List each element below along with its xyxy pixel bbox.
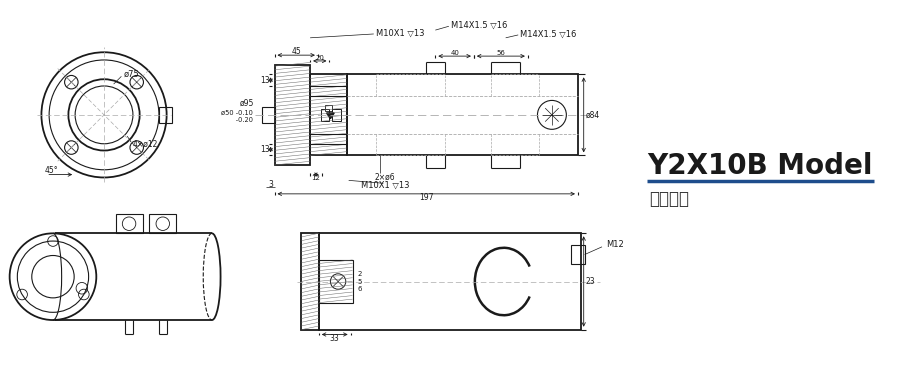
Text: M10X1 ▽13: M10X1 ▽13: [361, 180, 409, 190]
Text: ø75: ø75: [123, 70, 139, 79]
Text: 3: 3: [268, 180, 273, 189]
Bar: [319, 233, 581, 330]
Text: 45°: 45°: [44, 166, 58, 175]
Bar: [116, 214, 142, 233]
Text: 法兰连接: 法兰连接: [649, 190, 689, 207]
Text: 2×ø6: 2×ø6: [375, 173, 396, 182]
Bar: [310, 74, 347, 155]
Text: ø50 -0.10: ø50 -0.10: [221, 110, 253, 116]
Text: 13: 13: [260, 76, 270, 85]
Polygon shape: [327, 113, 334, 119]
Text: 56: 56: [497, 50, 505, 56]
Bar: [262, 107, 274, 123]
Bar: [347, 74, 578, 155]
Bar: [150, 214, 176, 233]
Bar: [571, 245, 585, 264]
Text: M14X1.5 ▽16: M14X1.5 ▽16: [451, 21, 507, 30]
Bar: [325, 105, 332, 111]
Bar: [301, 233, 319, 330]
Text: ø84: ø84: [586, 110, 599, 119]
Bar: [320, 109, 330, 120]
Bar: [319, 260, 353, 303]
Text: 5: 5: [357, 279, 362, 285]
Text: 20: 20: [316, 55, 324, 60]
Text: M12: M12: [606, 241, 623, 249]
Bar: [274, 65, 310, 165]
Text: M14X1.5 ▽16: M14X1.5 ▽16: [521, 30, 577, 38]
Text: 6: 6: [357, 286, 362, 292]
Text: 33: 33: [330, 334, 340, 343]
Text: 40: 40: [450, 50, 459, 56]
Bar: [332, 109, 341, 120]
Text: 197: 197: [419, 193, 433, 202]
Text: Y2X10B Model: Y2X10B Model: [647, 152, 873, 180]
Text: 12: 12: [311, 176, 320, 181]
Text: ø95: ø95: [240, 99, 254, 108]
Text: -0.20: -0.20: [223, 117, 253, 123]
Text: 45: 45: [291, 47, 301, 56]
Text: 4×ø12: 4×ø12: [133, 139, 158, 148]
Text: 23: 23: [586, 277, 595, 286]
Text: M10X1 ▽13: M10X1 ▽13: [375, 28, 424, 38]
Text: 13: 13: [260, 145, 270, 154]
Text: 2: 2: [357, 271, 362, 277]
Bar: [159, 107, 173, 123]
